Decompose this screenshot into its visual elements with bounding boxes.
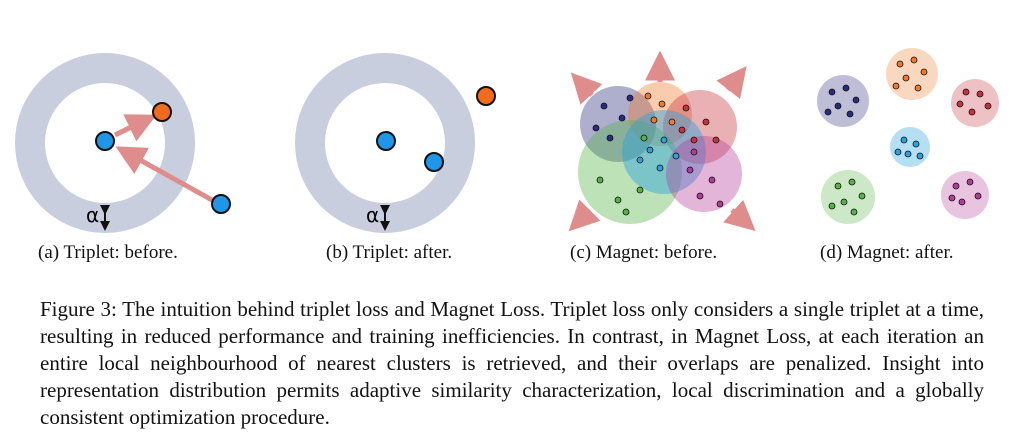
cluster-magenta: [666, 136, 742, 212]
cluster-cyan: [890, 127, 930, 167]
cluster-green: [821, 170, 875, 224]
positive-point: [424, 152, 444, 172]
panel-c-caption: (c) Magnet: before.: [570, 242, 718, 263]
cluster-red: [663, 90, 737, 164]
arrow-from-positive: [115, 146, 214, 203]
negative-point: [476, 86, 496, 106]
cluster-orange: [628, 82, 692, 146]
panel-d-magnet-after: [817, 48, 999, 224]
cluster-navy: [817, 75, 869, 127]
panel-b-triplet-after: α: [295, 53, 496, 233]
negative-point: [152, 102, 172, 122]
positive-point: [211, 194, 231, 214]
cluster-points: [824, 56, 992, 216]
repel-arrow: [570, 72, 603, 105]
cluster-magenta: [941, 171, 989, 219]
repel-arrow: [568, 199, 601, 232]
cluster-orange: [886, 48, 938, 100]
figure-caption: Figure 3: The intuition behind triplet l…: [40, 297, 984, 429]
anchor-point: [376, 131, 396, 151]
alpha-symbol: α: [366, 203, 379, 227]
panel-c-magnet-before: [568, 50, 756, 232]
repel-arrow: [716, 66, 747, 99]
anchor-point: [95, 131, 115, 151]
cluster-green: [578, 120, 682, 224]
panel-a-triplet-before: α: [15, 53, 231, 233]
panel-b-caption: (b) Triplet: after.: [326, 242, 453, 263]
arrow-to-negative: [113, 114, 157, 142]
panel-d-caption: (d) Magnet: after.: [820, 242, 954, 263]
cluster-navy: [580, 86, 656, 162]
cluster-points: [592, 92, 724, 216]
repel-arrow: [723, 199, 756, 231]
figure-graphic: α α: [15, 48, 999, 233]
alpha-symbol: α: [86, 203, 99, 227]
panel-a-caption: (a) Triplet: before.: [38, 242, 178, 263]
